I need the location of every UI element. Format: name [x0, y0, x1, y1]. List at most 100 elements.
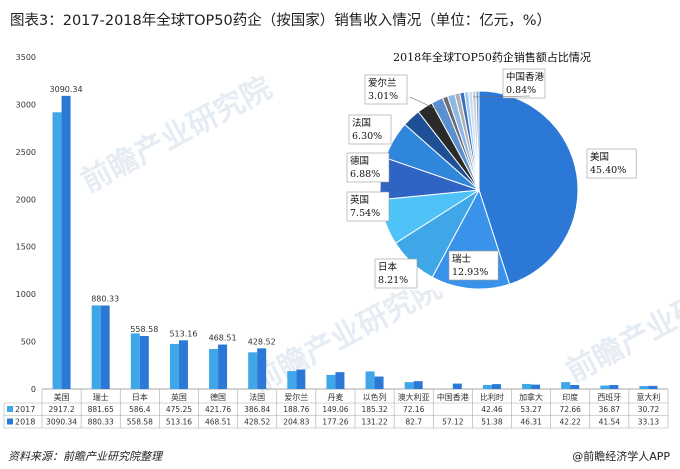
bar-2017 [482, 384, 492, 389]
pie-label-ie: 爱尔兰 [368, 77, 397, 89]
y-tick-label: 2500 [16, 148, 36, 157]
table-cell: 72.66 [559, 405, 581, 414]
bar-2018 [296, 369, 306, 389]
bar-2017 [130, 333, 140, 389]
table-cell: 30.72 [638, 405, 660, 414]
bar-2017 [561, 382, 571, 389]
pie-label-jp: 日本 [378, 261, 398, 273]
bar-2017 [404, 382, 414, 389]
x-tick-label: 日本 [132, 392, 148, 402]
bar-2018 [218, 344, 228, 389]
pie-label-ch-box [448, 250, 499, 281]
x-tick-label: 中国香港 [437, 392, 469, 402]
y-tick-label: 2000 [16, 195, 36, 204]
pie-title: 2018年全球TOP50药企销售额占比情况 [393, 50, 591, 64]
bar-2018 [257, 348, 267, 389]
legend-swatch-2018 [7, 418, 13, 425]
legend-label: 2018 [15, 418, 35, 427]
table-cell: 513.16 [166, 418, 192, 427]
pie-label-uk-box [346, 191, 390, 222]
table-cell: 41.54 [599, 418, 621, 427]
table-cell: 46.31 [520, 418, 542, 427]
x-tick-label: 以色列 [363, 392, 387, 402]
bar-2018 [491, 384, 501, 389]
data-label: 880.33 [91, 294, 119, 303]
x-tick-label: 加拿大 [519, 392, 543, 402]
bar-2018 [452, 383, 462, 389]
pie-label-ie-box [364, 74, 408, 105]
bar-2017 [169, 343, 179, 389]
bar-2018 [100, 305, 110, 389]
table-cell: 36.87 [599, 405, 621, 414]
bar-2017 [326, 374, 336, 389]
x-tick-label: 德国 [210, 392, 226, 402]
table-cell: 421.76 [205, 405, 231, 414]
pie-label-jp-box [374, 258, 418, 289]
pie-label-us: 45.40% [590, 165, 626, 176]
bar-2017 [52, 112, 62, 389]
pie-label-hk-box [502, 68, 546, 99]
table-cell: 475.25 [166, 405, 192, 414]
x-tick-label: 西班牙 [597, 392, 621, 402]
pie-label-fr: 法国 [352, 117, 371, 129]
table-cell: 468.51 [205, 418, 231, 427]
y-tick-label: 500 [21, 338, 36, 347]
data-label: 3090.34 [50, 85, 83, 94]
x-tick-label: 印度 [562, 392, 578, 402]
data-label: 513.16 [169, 329, 197, 338]
pie-label-fr: 6.30% [352, 131, 382, 142]
table-cell: 51.38 [481, 418, 503, 427]
data-label: 428.52 [248, 337, 276, 346]
bar-2018 [335, 372, 345, 389]
table-cell: 131.22 [361, 418, 387, 427]
bar-2017 [600, 385, 610, 389]
table-cell: 880.33 [88, 418, 114, 427]
bar-2018 [61, 95, 71, 389]
table-cell: 3090.34 [46, 418, 77, 427]
x-tick-label: 瑞士 [93, 392, 109, 402]
pie-label-ie: 3.01% [368, 91, 398, 102]
table-cell: 42.22 [559, 418, 581, 427]
pie-label-uk: 英国 [350, 194, 369, 206]
pie-label-de: 6.88% [350, 169, 380, 180]
pie-leader [409, 96, 439, 111]
pie-label-ch: 瑞士 [452, 253, 472, 265]
x-tick-label: 英国 [171, 392, 187, 402]
table-cell: 386.84 [244, 405, 270, 414]
pie-label-jp: 8.21% [378, 275, 408, 286]
pie-label-de: 德国 [350, 155, 369, 167]
x-tick-label: 意大利 [636, 392, 660, 402]
footer-source: 资料来源：前瞻产业研究院整理 [8, 450, 162, 463]
bar-2017 [248, 352, 258, 389]
bar-2017 [91, 305, 101, 389]
bar-2018 [648, 385, 658, 389]
x-tick-label: 美国 [54, 392, 70, 402]
table-cell: 82.7 [405, 418, 422, 427]
table-cell: 57.12 [442, 418, 464, 427]
page-title: 图表3：2017-2018年全球TOP50药企（按国家）销售收入情况（单位：亿元… [10, 13, 552, 29]
legend-label: 2017 [15, 405, 35, 414]
pie-label-fr-box [348, 114, 392, 145]
pie-label-uk: 7.54% [350, 208, 380, 219]
pie-label-hk: 0.84% [506, 85, 536, 96]
table-cell: 185.32 [361, 405, 387, 414]
data-label: 558.58 [130, 325, 158, 334]
bar-2018 [374, 376, 384, 389]
legend-swatch-2017 [7, 406, 13, 412]
y-tick-label: 1500 [16, 243, 36, 252]
pie-label-hk: 中国香港 [506, 71, 545, 83]
table-cell: 53.27 [520, 405, 542, 414]
table-cell: 72.16 [403, 405, 425, 414]
pie-label-us: 美国 [590, 151, 609, 163]
y-tick-label: 3500 [16, 53, 36, 62]
data-label: 468.51 [209, 334, 237, 343]
bar-2017 [522, 383, 532, 389]
x-tick-label: 法国 [249, 392, 265, 402]
bar-2018 [413, 381, 423, 389]
bar-2018 [178, 340, 188, 389]
pie-leader [472, 95, 531, 98]
table-cell: 33.13 [638, 418, 660, 427]
x-tick-label: 澳大利亚 [398, 392, 430, 402]
table-cell: 586.4 [129, 405, 151, 414]
